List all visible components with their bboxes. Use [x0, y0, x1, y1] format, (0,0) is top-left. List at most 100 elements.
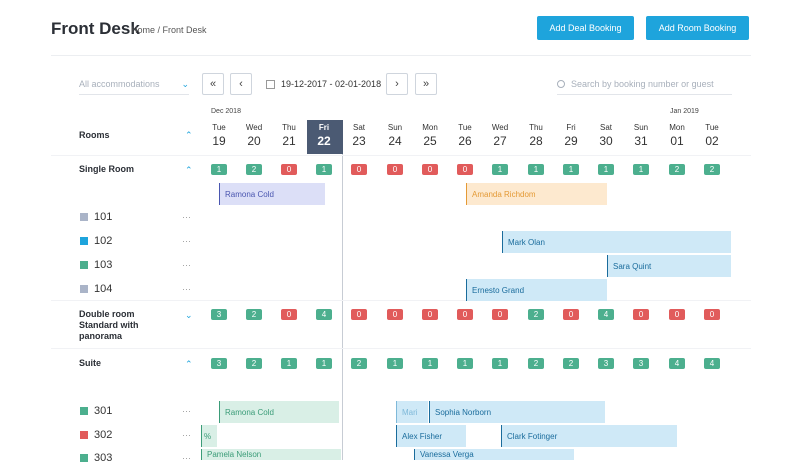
room-color-swatch	[80, 407, 88, 415]
availability-badge: 2	[528, 309, 544, 320]
booking-guest-name: Sophia Norborn	[435, 407, 492, 417]
day-column-header: Sat 23	[342, 123, 376, 148]
breadcrumb[interactable]: Home / Front Desk	[131, 25, 207, 35]
room-menu-icon[interactable]: ···	[182, 406, 191, 416]
add-deal-booking-button[interactable]: Add Deal Booking	[537, 16, 634, 40]
room-row-303[interactable]: 303	[80, 452, 112, 464]
booking-guest-name: Alex Fisher	[402, 431, 443, 441]
row-divider	[51, 348, 751, 349]
booking-bar[interactable]: Ramona Cold	[219, 401, 339, 423]
day-number: 21	[282, 134, 296, 148]
day-number: 24	[388, 134, 402, 148]
search-input[interactable]: Search by booking number or guest	[557, 74, 732, 95]
day-of-week: Tue	[212, 123, 226, 132]
day-column-header: Thu 28	[519, 123, 553, 148]
room-menu-icon[interactable]: ···	[182, 212, 191, 222]
room-color-swatch	[80, 237, 88, 245]
room-row-101[interactable]: 101	[80, 211, 112, 223]
availability-badge: 1	[387, 358, 403, 369]
first-page-button[interactable]: «	[202, 73, 224, 95]
room-color-swatch	[80, 285, 88, 293]
room-menu-icon[interactable]: ···	[182, 236, 191, 246]
day-number: 28	[529, 134, 543, 148]
room-number: 302	[94, 429, 113, 441]
day-of-week: Sat	[599, 123, 612, 132]
booking-guest-name: Ernesto Grand	[472, 285, 525, 295]
availability-badge: 1	[563, 164, 579, 175]
collapse-rooms-icon[interactable]: ⌃	[185, 130, 193, 140]
room-row-301[interactable]: 301	[80, 405, 112, 417]
row-divider	[51, 155, 751, 156]
day-number: 22	[317, 134, 331, 148]
availability-badge: 2	[563, 358, 579, 369]
add-room-booking-button[interactable]: Add Room Booking	[646, 16, 749, 40]
availability-badge: 3	[211, 358, 227, 369]
room-menu-icon[interactable]: ···	[182, 260, 191, 270]
booking-bar[interactable]: Clark Fotinger	[501, 425, 677, 447]
booking-bar[interactable]: Mari	[396, 401, 428, 423]
day-column-header: Fri 29	[554, 123, 588, 148]
day-of-week: Tue	[705, 123, 719, 132]
booking-guest-name: Pamela Nelson	[207, 450, 262, 459]
availability-badge: 2	[704, 164, 720, 175]
booking-bar[interactable]: Sophia Norborn	[429, 401, 605, 423]
room-color-swatch	[80, 261, 88, 269]
booking-bar[interactable]: Vanessa Verga	[414, 449, 574, 460]
room-number: 102	[94, 235, 113, 247]
room-menu-icon[interactable]: ···	[182, 453, 191, 463]
booking-bar[interactable]: %	[201, 425, 217, 447]
month-label-right: Jan 2019	[670, 108, 699, 115]
availability-badge: 0	[669, 309, 685, 320]
day-column-header: Mon 25	[413, 123, 447, 148]
room-menu-icon[interactable]: ···	[182, 284, 191, 294]
room-row-103[interactable]: 103	[80, 259, 112, 271]
booking-bar[interactable]: Sara Quint	[607, 255, 731, 277]
room-row-302[interactable]: 302	[80, 429, 112, 441]
day-of-week: Fri	[566, 123, 576, 132]
availability-badge: 0	[351, 309, 367, 320]
booking-bar[interactable]: Pamela Nelson	[201, 449, 341, 460]
availability-badge: 0	[351, 164, 367, 175]
availability-badge: 2	[246, 164, 262, 175]
availability-badge: 1	[316, 164, 332, 175]
header-divider	[51, 55, 751, 56]
day-of-week: Sun	[387, 123, 403, 132]
availability-badge: 0	[563, 309, 579, 320]
booking-bar[interactable]: Ramona Cold	[219, 183, 325, 205]
booking-bar[interactable]: Mark Olan	[502, 231, 731, 253]
accommodation-select[interactable]: All accommodations ⌄	[79, 74, 189, 95]
availability-badge: 0	[281, 309, 297, 320]
day-column-header: Tue 19	[202, 123, 236, 148]
today-highlight	[307, 120, 343, 154]
day-of-week: Sun	[633, 123, 649, 132]
prev-page-button[interactable]: ‹	[230, 73, 252, 95]
day-number: 31	[634, 134, 648, 148]
room-menu-icon[interactable]: ···	[182, 430, 191, 440]
last-page-button[interactable]: »	[415, 73, 437, 95]
availability-badge: 2	[246, 309, 262, 320]
availability-badge: 0	[387, 309, 403, 320]
room-row-102[interactable]: 102	[80, 235, 112, 247]
booking-guest-name: Clark Fotinger	[507, 431, 558, 441]
room-row-104[interactable]: 104	[80, 283, 112, 295]
availability-badge: 0	[704, 309, 720, 320]
booking-bar[interactable]: Alex Fisher	[396, 425, 466, 447]
availability-badge: 1	[598, 164, 614, 175]
booking-guest-name: %	[204, 431, 212, 441]
day-column-header: Tue 26	[448, 123, 482, 148]
availability-badge: 3	[598, 358, 614, 369]
collapse-single-room-icon[interactable]: ⌃	[185, 165, 193, 175]
expand-double-room-icon[interactable]: ⌄	[185, 310, 193, 320]
date-range-picker[interactable]: 19-12-2017 - 02-01-2018	[266, 74, 381, 94]
availability-badge: 1	[422, 358, 438, 369]
booking-bar[interactable]: Amanda Richdom	[466, 183, 607, 205]
next-page-button[interactable]: ›	[386, 73, 408, 95]
day-of-week: Mon	[669, 123, 685, 132]
day-number: 27	[493, 134, 507, 148]
collapse-suite-icon[interactable]: ⌃	[185, 359, 193, 369]
month-label-left: Dec 2018	[211, 108, 241, 115]
booking-bar[interactable]: Ernesto Grand	[466, 279, 607, 301]
day-of-week: Tue	[458, 123, 472, 132]
day-of-week: Thu	[282, 123, 296, 132]
availability-badge: 2	[528, 358, 544, 369]
